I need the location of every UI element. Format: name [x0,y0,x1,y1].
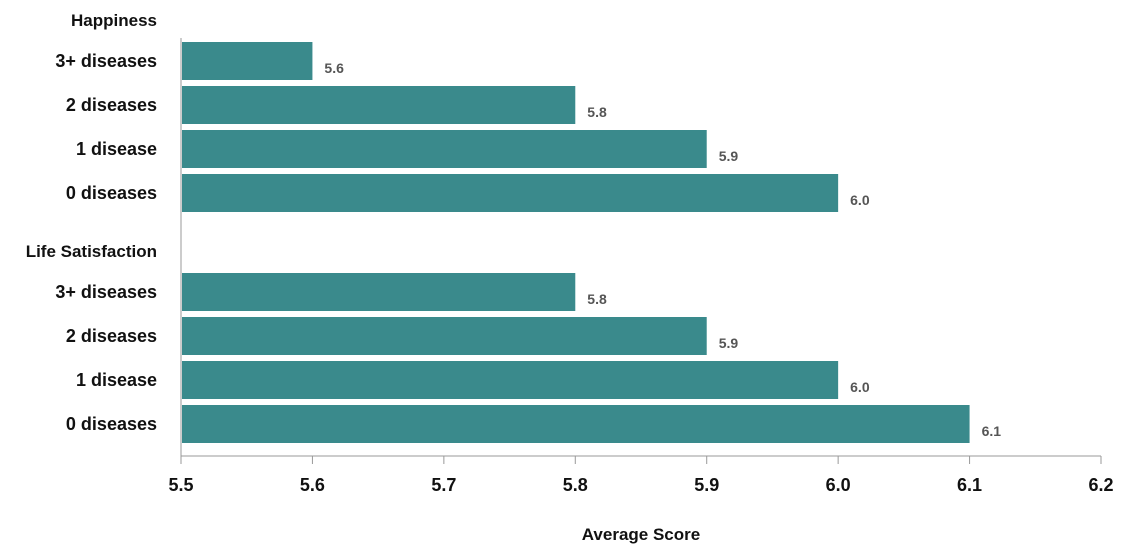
group-label: Happiness [71,11,157,30]
labels-layer: Happiness 3+ diseases 5.6 2 diseases 5.8 1 di… [26,11,1002,439]
value-label: 6.0 [850,379,870,395]
category-label: 2 diseases [66,95,157,115]
category-label: 0 diseases [66,414,157,434]
x-tick-label: 5.8 [563,475,588,495]
value-label: 5.8 [587,104,607,120]
x-tick-label: 5.5 [168,475,193,495]
category-label: 3+ diseases [55,282,157,302]
x-tick-label: 6.1 [957,475,982,495]
x-axis-title: Average Score [582,525,700,544]
category-label: 1 disease [76,370,157,390]
bar [182,42,313,80]
x-tick-label: 5.9 [694,475,719,495]
x-tick-label: 5.7 [431,475,456,495]
category-label: 1 disease [76,139,157,159]
x-axis: 5.5 5.6 5.7 5.8 5.9 6.0 6.1 6.2 [168,38,1114,495]
value-label: 6.0 [850,192,870,208]
bar [182,174,839,212]
x-tick-label: 6.2 [1088,475,1113,495]
value-label: 6.1 [982,423,1002,439]
group-label: Life Satisfaction [26,242,157,261]
category-label: 3+ diseases [55,51,157,71]
value-label: 5.8 [587,291,607,307]
bar [182,86,576,124]
bar [182,317,707,355]
x-tick-label: 5.6 [300,475,325,495]
bar [182,405,970,443]
value-label: 5.6 [324,60,344,76]
bars-layer [182,42,970,443]
bar [182,361,839,399]
bar [182,273,576,311]
category-label: 2 diseases [66,326,157,346]
bar [182,130,707,168]
x-tick-label: 6.0 [826,475,851,495]
value-label: 5.9 [719,335,739,351]
value-label: 5.9 [719,148,739,164]
category-label: 0 diseases [66,183,157,203]
